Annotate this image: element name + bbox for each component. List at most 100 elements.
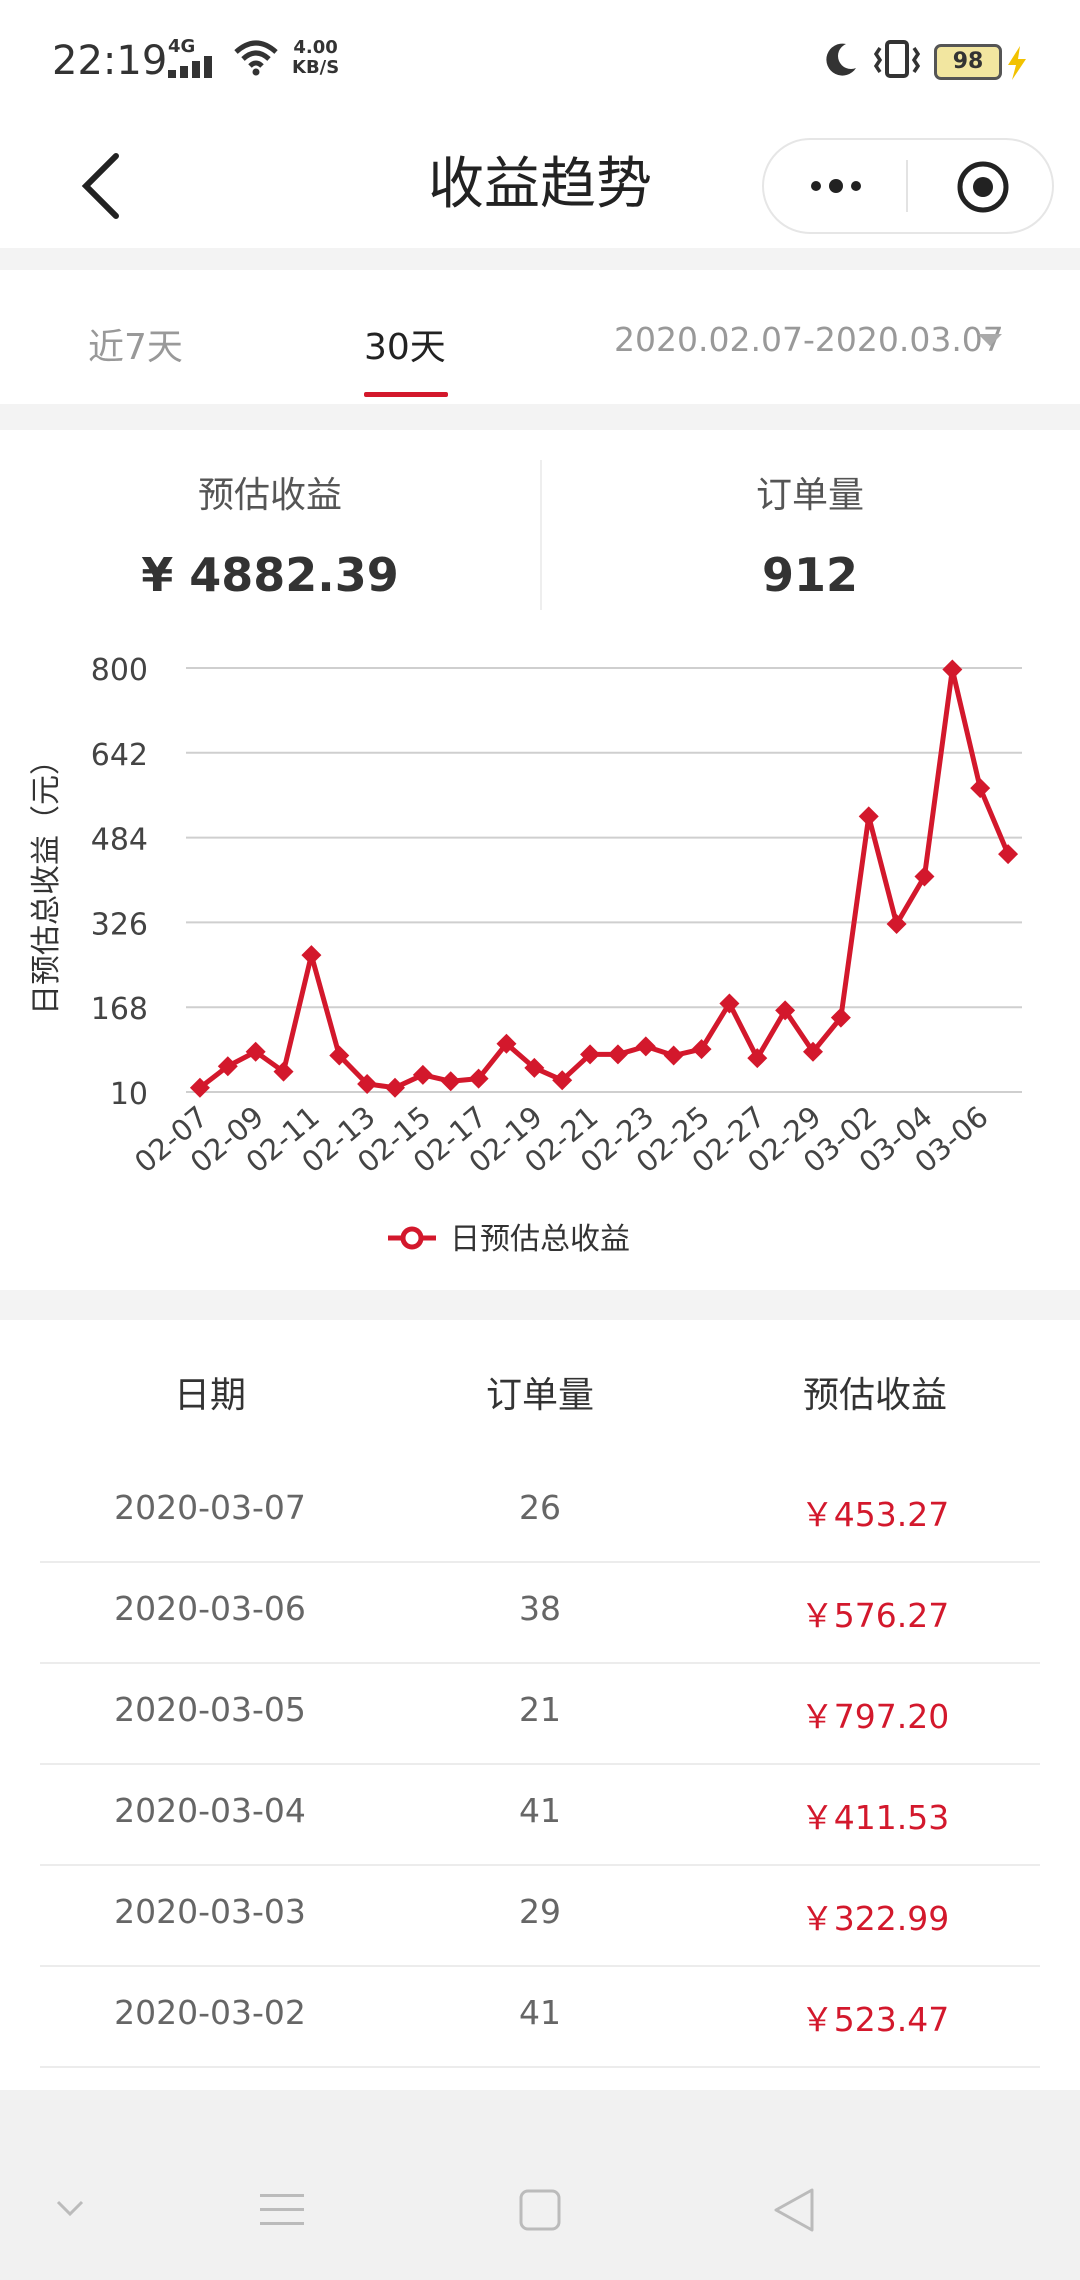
speed-unit: KB/S [292, 57, 340, 78]
data-point [468, 1068, 489, 1089]
back-chevron-icon[interactable] [70, 144, 140, 224]
data-point [496, 1033, 517, 1054]
data-point [412, 1064, 433, 1085]
status-bar: 22:19 4G 4.00 KB/S 98 [0, 0, 1080, 120]
system-navigation-bar [0, 2090, 1080, 2280]
legend-label: 日预估总收益 [450, 1222, 630, 1257]
back-triangle-icon[interactable] [772, 2186, 816, 2234]
data-point [719, 993, 740, 1014]
close-target-icon[interactable] [954, 158, 1012, 216]
cell-income: ￥576.27 [800, 1596, 950, 1635]
data-point [329, 1045, 350, 1066]
y-axis-title: 日预估总收益（元） [29, 745, 64, 1015]
cell-date: 2020-03-02 [114, 1993, 306, 2032]
period-tabs: 近7天 30天 2020.02.07-2020.03.07 [0, 270, 1080, 404]
table-row: 2020-03-02 41 ￥523.47 [40, 1965, 1040, 2068]
cell-date: 2020-03-05 [114, 1690, 306, 1729]
data-point [607, 1044, 628, 1065]
table-row: 2020-03-03 29 ￥322.99 [40, 1864, 1040, 1967]
data-point [217, 1056, 238, 1077]
income-value: ¥ 4882.39 [141, 548, 399, 602]
cell-date: 2020-03-04 [114, 1791, 306, 1830]
data-point [524, 1057, 545, 1078]
speed-value: 4.00 [293, 37, 338, 58]
summary-divider [540, 460, 542, 610]
header-date: 日期 [173, 1375, 246, 1416]
tab-7-days[interactable]: 近7天 [88, 327, 183, 368]
capsule-divider [906, 160, 908, 212]
data-point [942, 659, 963, 680]
data-point [635, 1036, 656, 1057]
cell-income: ￥453.27 [800, 1495, 950, 1534]
cell-income: ￥411.53 [800, 1798, 950, 1837]
header-orders: 订单量 [485, 1375, 594, 1416]
legend-marker-icon [400, 1226, 424, 1250]
menu-icon[interactable] [258, 2190, 306, 2230]
cell-orders: 21 [519, 1690, 561, 1729]
wifi-icon [234, 40, 278, 76]
status-time: 22:19 [52, 38, 168, 84]
cell-income: ￥797.20 [800, 1697, 950, 1736]
y-tick-label: 800 [91, 653, 148, 688]
data-point [747, 1048, 768, 1069]
y-tick-label: 484 [91, 823, 148, 858]
data-point [245, 1041, 266, 1062]
orders-label: 订单量 [755, 475, 864, 516]
y-tick-label: 326 [91, 907, 148, 942]
cell-orders: 26 [519, 1488, 561, 1527]
series-line [198, 667, 1011, 1091]
cell-income: ￥322.99 [800, 1899, 950, 1938]
cell-orders: 41 [519, 1791, 561, 1830]
cell-orders: 41 [519, 1993, 561, 2032]
table-row: 2020-03-04 41 ￥411.53 [40, 1763, 1040, 1866]
moon-icon [826, 43, 856, 76]
mini-program-capsule [762, 138, 1054, 234]
data-point [663, 1045, 684, 1066]
y-tick-label: 642 [91, 738, 148, 773]
summary-card: 预估收益 ¥ 4882.39 订单量 912 10 168 326 484 642 800… [0, 430, 1080, 1290]
data-point [830, 1007, 851, 1028]
active-tab-indicator [364, 392, 448, 397]
vibrate-icon [873, 40, 921, 78]
data-point [301, 945, 322, 966]
battery-indicator: 98 [934, 44, 1002, 80]
caret-down-icon[interactable] [976, 332, 1004, 348]
y-tick-label: 168 [91, 992, 148, 1027]
data-point [189, 1077, 210, 1098]
table-row: 2020-03-07 26 ￥453.27 [40, 1460, 1040, 1563]
more-dots-icon[interactable] [806, 166, 866, 206]
collapse-chevron-icon[interactable] [56, 2200, 84, 2218]
data-point [803, 1041, 823, 1062]
header-income: 预估收益 [802, 1375, 947, 1416]
data-point [385, 1077, 405, 1098]
page-title: 收益趋势 [428, 152, 652, 217]
network-speed: 4.00 KB/S [292, 38, 339, 78]
cell-date: 2020-03-06 [114, 1589, 306, 1628]
data-point [580, 1044, 601, 1065]
cell-orders: 29 [519, 1892, 561, 1931]
network-type: 4G [168, 36, 196, 57]
cell-income: ￥523.47 [800, 2000, 950, 2039]
tab-30-days[interactable]: 30天 [364, 327, 446, 368]
date-range-picker[interactable]: 2020.02.07-2020.03.07 [614, 320, 1004, 359]
table-row: 2020-03-05 21 ￥797.20 [40, 1662, 1040, 1765]
data-point [775, 1000, 796, 1021]
y-tick-label: 10 [110, 1077, 148, 1112]
income-label: 预估收益 [197, 475, 342, 516]
home-square-icon[interactable] [518, 2188, 562, 2232]
charging-bolt-icon [1008, 46, 1026, 80]
orders-value: 912 [761, 548, 859, 602]
data-point [440, 1071, 461, 1092]
data-point [357, 1073, 378, 1094]
data-point [998, 844, 1019, 865]
data-point [914, 866, 935, 887]
data-point [886, 914, 907, 935]
data-point [858, 806, 879, 827]
data-point [552, 1070, 573, 1091]
table-row: 2020-03-06 38 ￥576.27 [40, 1561, 1040, 1664]
income-line-chart: 10168326484642800日预估总收益（元）02-0702-0902-1… [29, 653, 1022, 1257]
data-point [691, 1039, 712, 1060]
data-point [273, 1061, 294, 1082]
data-point [970, 778, 991, 799]
signal-icon [168, 56, 212, 78]
